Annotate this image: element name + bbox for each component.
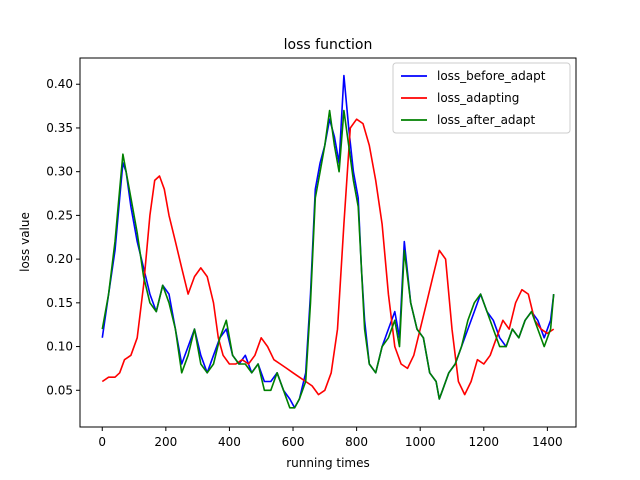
- series-line-loss-adapting: [101, 118, 555, 396]
- x-tick-label: 200: [154, 435, 177, 449]
- y-tick-label: 0.20: [46, 252, 73, 266]
- x-tick-label: 0: [98, 435, 106, 449]
- y-axis: 0.05 0.10 0.15 0.20 0.25 0.30 0.35 0.40: [46, 77, 80, 397]
- y-axis-label: loss value: [18, 212, 32, 272]
- x-tick-label: 400: [218, 435, 241, 449]
- x-axis-label: running times: [286, 456, 369, 470]
- y-tick-label: 0.25: [46, 208, 73, 222]
- plot-lines: [101, 74, 555, 409]
- y-tick-label: 0.05: [46, 383, 73, 397]
- x-tick-label: 600: [282, 435, 305, 449]
- x-axis: 0 200 400 600 800 1000 1200 1400: [98, 427, 563, 449]
- y-tick-label: 0.40: [46, 77, 73, 91]
- series-line-loss-after-adapt: [101, 109, 555, 409]
- y-tick-label: 0.35: [46, 121, 73, 135]
- legend-label-loss-adapting: loss_adapting: [437, 91, 519, 105]
- x-tick-label: 800: [345, 435, 368, 449]
- x-tick-label: 1000: [405, 435, 436, 449]
- legend-box: [392, 62, 571, 134]
- plot-frame: [79, 57, 577, 428]
- legend: loss_before_adapt loss_adapting loss_aft…: [392, 62, 571, 134]
- legend-label-loss-before-adapt: loss_before_adapt: [437, 69, 546, 83]
- x-tick-label: 1200: [469, 435, 500, 449]
- chart-title: loss function: [284, 37, 373, 53]
- legend-label-loss-after-adapt: loss_after_adapt: [437, 113, 536, 127]
- x-tick-label: 1400: [532, 435, 563, 449]
- y-tick-label: 0.30: [46, 165, 73, 179]
- y-tick-label: 0.15: [46, 296, 73, 310]
- y-tick-label: 0.10: [46, 340, 73, 354]
